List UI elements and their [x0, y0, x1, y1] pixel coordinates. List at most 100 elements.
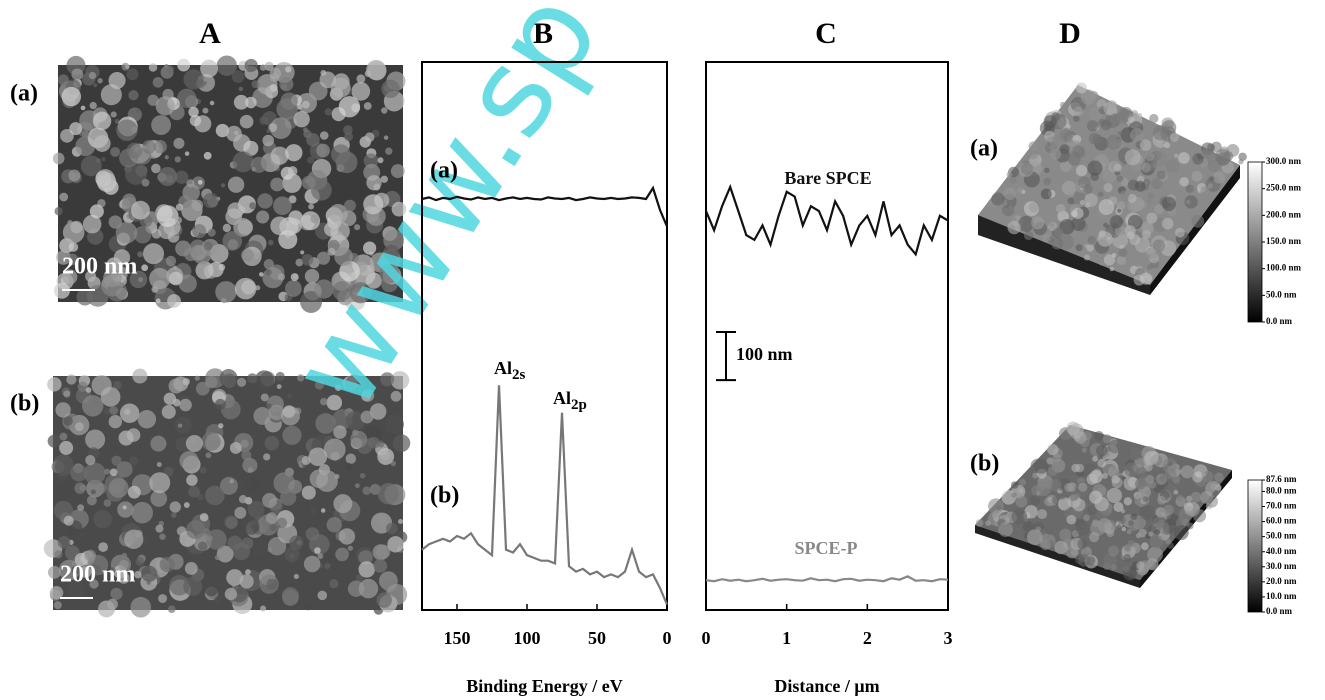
texture — [301, 485, 316, 500]
texture — [63, 515, 74, 526]
texture — [88, 71, 97, 80]
texture — [205, 452, 212, 459]
texture — [277, 273, 286, 281]
texture — [1214, 472, 1224, 482]
texture — [1028, 141, 1039, 152]
series-line — [705, 575, 949, 583]
texture — [1191, 170, 1203, 182]
texture — [1184, 505, 1194, 515]
texture — [216, 545, 234, 563]
texture — [1154, 529, 1161, 536]
texture — [1055, 203, 1066, 214]
texture — [109, 567, 116, 574]
texture — [215, 123, 230, 138]
texture — [1119, 244, 1125, 250]
texture — [80, 155, 102, 177]
texture — [284, 547, 300, 563]
texture — [47, 434, 61, 448]
texture — [260, 393, 269, 402]
texture — [1127, 193, 1137, 203]
texture — [125, 163, 147, 185]
texture — [1117, 131, 1122, 136]
texture — [269, 524, 278, 532]
texture — [1116, 110, 1130, 124]
texture — [339, 260, 360, 282]
texture — [58, 559, 80, 581]
texture — [1015, 495, 1028, 508]
afm-side — [975, 525, 1140, 588]
texture — [177, 423, 183, 428]
texture — [267, 239, 274, 246]
texture — [1207, 183, 1213, 189]
x-axis-label: Distance / μm — [774, 676, 879, 696]
texture — [1165, 538, 1172, 545]
texture — [263, 259, 275, 270]
texture — [274, 508, 280, 514]
texture — [1007, 220, 1021, 235]
texture — [270, 146, 289, 165]
texture — [330, 144, 351, 165]
texture — [203, 151, 212, 160]
texture — [169, 501, 181, 513]
texture — [1021, 189, 1026, 194]
texture — [202, 107, 209, 114]
texture — [1040, 188, 1052, 200]
texture — [147, 94, 159, 106]
texture — [988, 498, 1004, 515]
texture — [354, 224, 361, 231]
texture — [227, 176, 245, 193]
texture — [375, 544, 391, 560]
texture — [232, 151, 254, 173]
texture — [1151, 178, 1163, 190]
texture — [1118, 248, 1128, 258]
texture — [223, 514, 238, 530]
texture — [66, 253, 79, 266]
texture — [244, 58, 258, 73]
texture — [364, 132, 375, 143]
texture — [245, 569, 251, 575]
texture — [203, 241, 213, 251]
texture — [77, 381, 88, 392]
texture — [1147, 546, 1163, 563]
texture — [333, 425, 347, 439]
texture — [295, 258, 304, 267]
texture — [282, 425, 302, 445]
texture — [1135, 532, 1142, 539]
peak-label-sub: 2p — [571, 397, 587, 413]
texture — [300, 250, 305, 255]
texture — [1032, 472, 1039, 479]
texture — [241, 248, 255, 262]
texture — [110, 587, 123, 600]
plot-frame — [705, 61, 949, 611]
texture — [1010, 481, 1019, 489]
texture — [253, 407, 272, 425]
colorbar-tick-label: 250.0 nm — [1266, 183, 1302, 193]
texture — [268, 123, 278, 132]
series-line — [704, 183, 949, 257]
texture — [1026, 529, 1043, 546]
texture — [269, 83, 278, 92]
texture — [390, 390, 402, 402]
texture — [83, 462, 106, 485]
texture — [172, 398, 181, 407]
texture — [1116, 175, 1124, 183]
texture — [324, 562, 331, 570]
texture — [47, 565, 61, 579]
texture — [285, 280, 302, 297]
texture — [264, 435, 280, 451]
texture — [358, 561, 375, 578]
texture — [1175, 227, 1185, 238]
texture — [1126, 529, 1132, 535]
texture — [1119, 190, 1130, 201]
texture — [165, 255, 177, 267]
texture — [1051, 496, 1059, 504]
texture — [127, 485, 141, 499]
x-tick-label: 1 — [782, 628, 791, 648]
texture — [1075, 522, 1090, 536]
texture — [1168, 462, 1173, 467]
texture — [319, 131, 329, 140]
colorbar-tick-label: 50.0 nm — [1266, 289, 1297, 299]
texture — [1146, 560, 1157, 570]
texture — [54, 457, 74, 477]
texture — [281, 587, 299, 605]
